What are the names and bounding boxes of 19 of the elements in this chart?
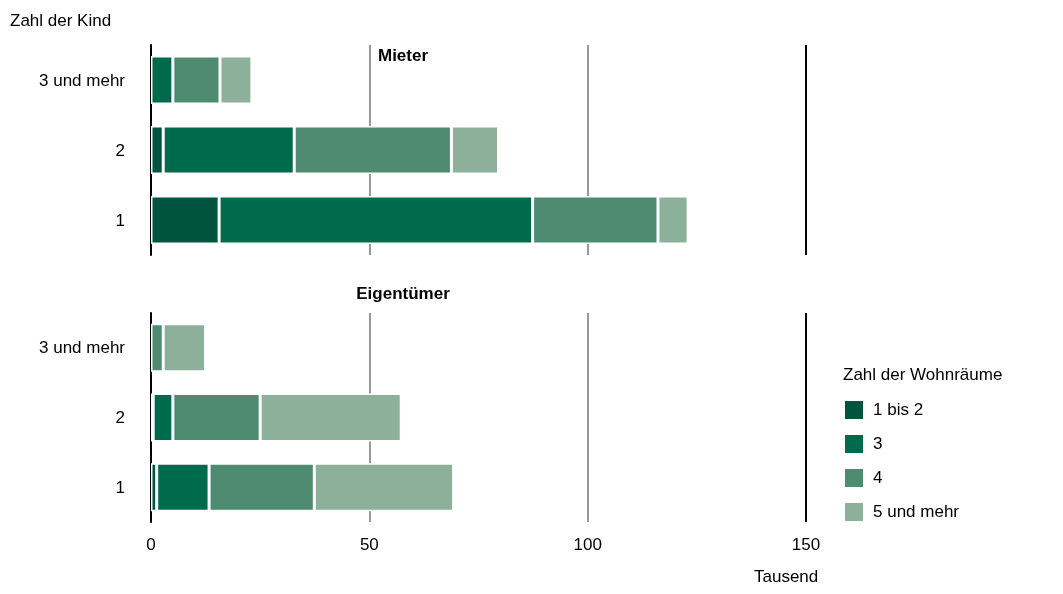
legend-label: 3 (873, 434, 883, 454)
legend-label: 5 und mehr (873, 502, 959, 522)
x-tick-label: 150 (791, 535, 821, 554)
legend-label: 4 (873, 468, 883, 488)
x-tick-label: 0 (146, 535, 156, 554)
x-tick-label: 100 (573, 535, 602, 554)
y-axis-title: Zahl der Kind (10, 11, 112, 30)
y-tick-label: 3 und mehr (39, 70, 126, 90)
y-tick-label: 2 (115, 408, 125, 427)
y-tick-label: 1 (115, 210, 125, 230)
x-tick-label: 50 (359, 535, 379, 554)
chart-title: Mieter (377, 46, 429, 65)
chart-title: Eigentümer (356, 284, 451, 303)
y-tick-label: 2 (115, 140, 125, 160)
y-tick-label: 3 und mehr (39, 338, 126, 358)
x-axis-title: Tausend (754, 567, 819, 586)
y-tick-label: 1 (115, 477, 125, 497)
legend-label: 1 bis 2 (873, 400, 924, 420)
legend-title: Zahl der Wohnräume (843, 365, 1003, 385)
